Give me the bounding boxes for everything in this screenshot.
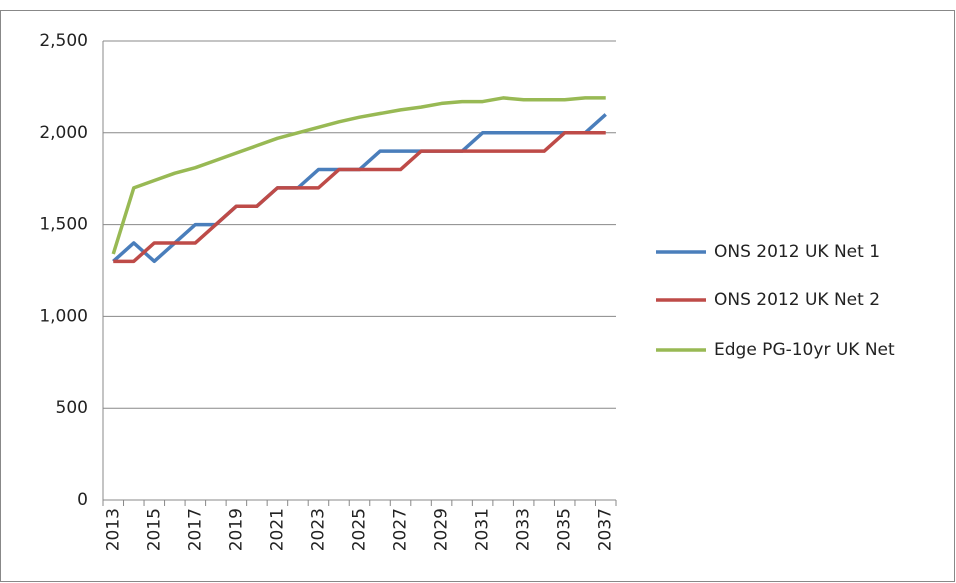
legend-label: ONS 2012 UK Net 2 xyxy=(714,290,880,310)
x-tick-label: 2035 xyxy=(555,508,575,551)
x-tick-label: 2027 xyxy=(391,508,411,551)
x-tick-label: 2023 xyxy=(308,508,328,551)
legend-label: ONS 2012 UK Net 1 xyxy=(714,242,880,262)
x-tick-label: 2029 xyxy=(432,508,452,551)
y-tick-label: 2,000 xyxy=(39,123,88,143)
x-tick-label: 2015 xyxy=(144,508,164,551)
x-tick-label: 2021 xyxy=(267,508,287,551)
x-tick-label: 2031 xyxy=(473,508,493,551)
y-tick-label: 2,500 xyxy=(39,31,88,51)
x-tick-label: 2033 xyxy=(514,508,534,551)
y-tick-label: 0 xyxy=(77,490,88,510)
x-tick-label: 2019 xyxy=(226,508,246,551)
x-tick-label: 2013 xyxy=(103,508,123,551)
y-tick-label: 1,500 xyxy=(39,215,88,235)
x-tick-label: 2025 xyxy=(350,508,370,551)
y-tick-label: 1,000 xyxy=(39,306,88,326)
series-line xyxy=(111,96,606,255)
legend-label: Edge PG-10yr UK Net xyxy=(714,340,895,360)
x-tick-label: 2037 xyxy=(596,508,616,551)
y-tick-label: 500 xyxy=(56,398,88,418)
chart-border xyxy=(0,10,955,582)
x-tick-label: 2017 xyxy=(185,508,205,551)
series-line xyxy=(113,131,606,264)
